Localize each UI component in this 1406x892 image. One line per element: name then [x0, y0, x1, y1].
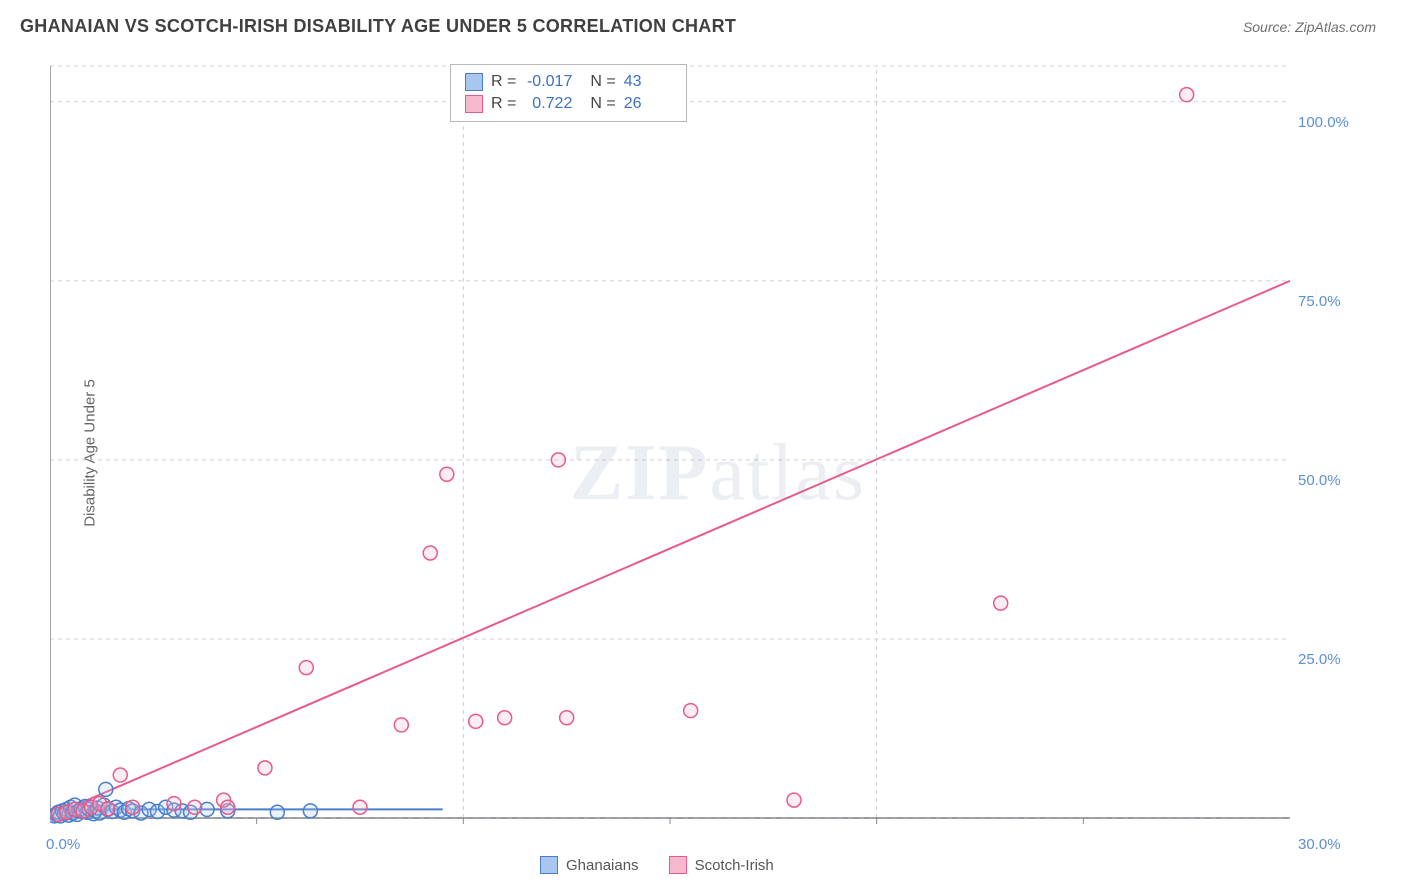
legend-swatch: [540, 856, 558, 874]
legend: Ghanaians Scotch-Irish: [540, 856, 774, 874]
stats-row: R = -0.017 N = 43: [465, 71, 672, 93]
r-label: R =: [491, 73, 516, 91]
legend-label: Scotch-Irish: [695, 857, 774, 874]
n-value: 26: [624, 95, 672, 113]
chart-title: GHANAIAN VS SCOTCH-IRISH DISABILITY AGE …: [20, 16, 736, 37]
x-tick-label: 0.0%: [46, 836, 80, 853]
r-value: 0.722: [524, 95, 572, 113]
x-tick-label: 30.0%: [1298, 836, 1341, 853]
r-value: -0.017: [524, 73, 572, 91]
y-tick-label: 50.0%: [1298, 472, 1341, 489]
legend-item: Ghanaians: [540, 856, 639, 874]
legend-swatch: [669, 856, 687, 874]
n-value: 43: [624, 73, 672, 91]
source-attribution: Source: ZipAtlas.com: [1243, 19, 1376, 35]
legend-label: Ghanaians: [566, 857, 639, 874]
chart-container: Disability Age Under 5 ZIPatlas R =-0.01…: [50, 58, 1360, 848]
series-swatch: [465, 73, 483, 91]
scatter-plot: [50, 58, 1360, 848]
stats-row: R = 0.722 N = 26: [465, 93, 672, 115]
correlation-stats-box: R = -0.017 N = 43 R = 0.722 N = 26: [450, 64, 687, 122]
r-label: R =: [491, 95, 516, 113]
y-tick-label: 100.0%: [1298, 114, 1349, 131]
y-tick-label: 75.0%: [1298, 293, 1341, 310]
legend-item: Scotch-Irish: [669, 856, 774, 874]
n-label: N =: [590, 73, 615, 91]
series-swatch: [465, 95, 483, 113]
y-tick-label: 25.0%: [1298, 651, 1341, 668]
n-label: N =: [590, 95, 615, 113]
header: GHANAIAN VS SCOTCH-IRISH DISABILITY AGE …: [0, 0, 1406, 45]
